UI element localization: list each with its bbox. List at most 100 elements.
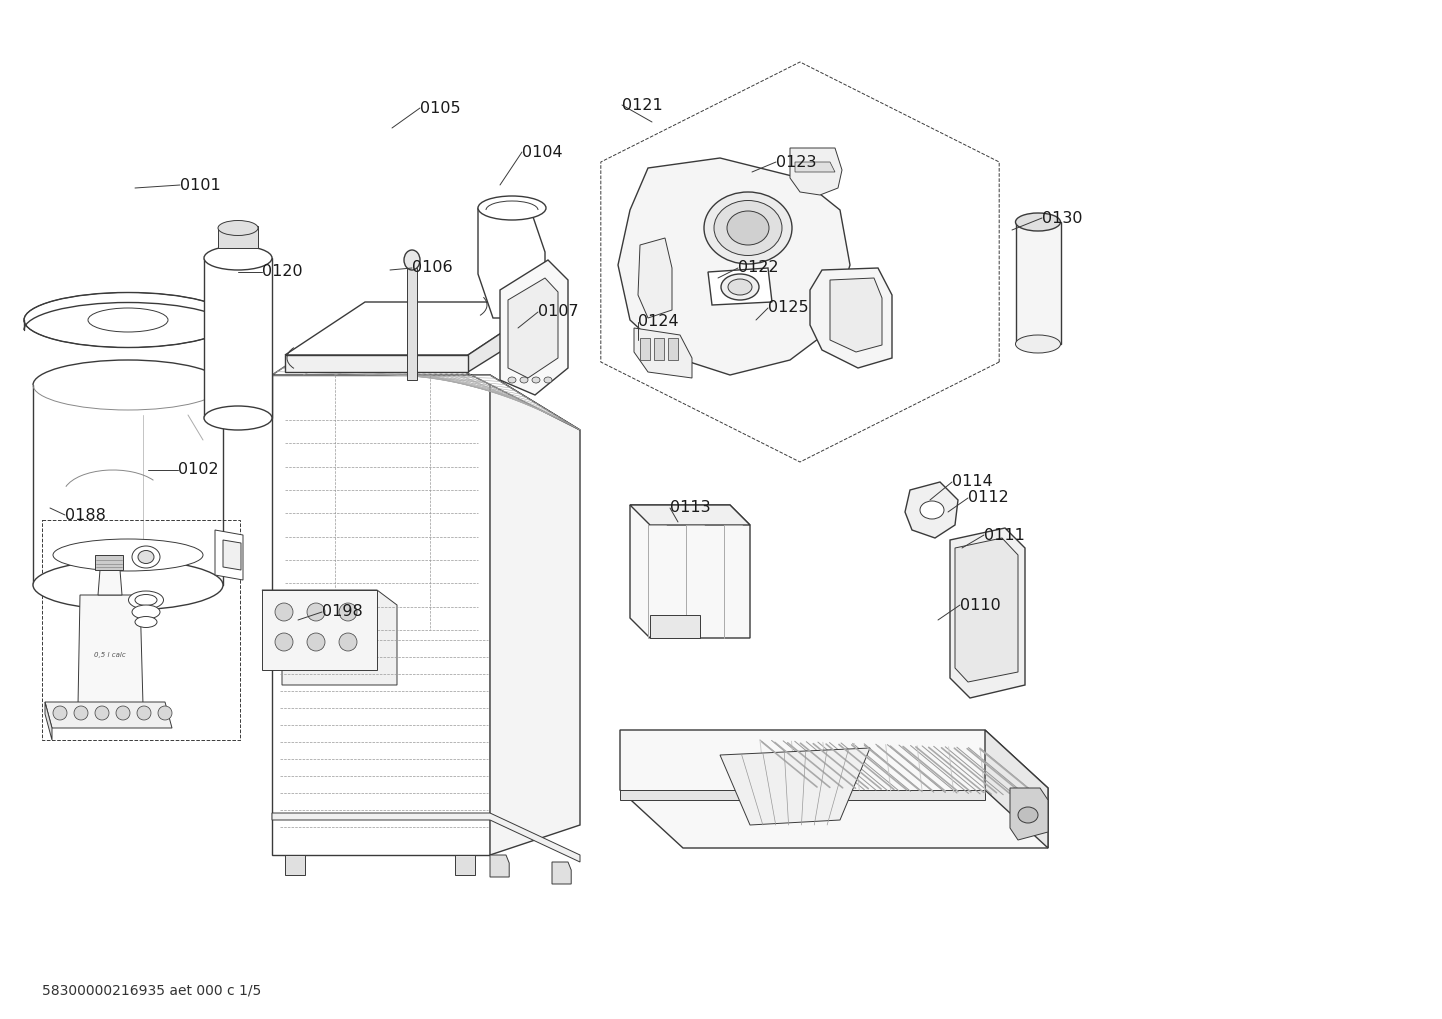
Polygon shape xyxy=(203,258,273,418)
Text: 0106: 0106 xyxy=(412,261,453,275)
Text: 0121: 0121 xyxy=(622,98,663,112)
Polygon shape xyxy=(668,338,678,360)
Polygon shape xyxy=(98,570,123,595)
Text: 0198: 0198 xyxy=(322,604,363,620)
Polygon shape xyxy=(407,268,417,380)
Text: 0101: 0101 xyxy=(180,177,221,193)
Polygon shape xyxy=(810,268,893,368)
Ellipse shape xyxy=(95,706,110,720)
Text: 0125: 0125 xyxy=(769,301,809,316)
Ellipse shape xyxy=(53,706,66,720)
Ellipse shape xyxy=(159,706,172,720)
Polygon shape xyxy=(273,318,580,430)
Ellipse shape xyxy=(728,279,751,294)
Polygon shape xyxy=(456,855,474,875)
Polygon shape xyxy=(630,505,750,638)
Ellipse shape xyxy=(133,605,160,619)
Text: 0110: 0110 xyxy=(960,597,1001,612)
Ellipse shape xyxy=(532,377,539,383)
Ellipse shape xyxy=(136,594,157,605)
Polygon shape xyxy=(640,338,650,360)
Ellipse shape xyxy=(477,196,547,220)
Polygon shape xyxy=(45,702,172,728)
Text: 0120: 0120 xyxy=(262,265,303,279)
Text: 0,5 l calc: 0,5 l calc xyxy=(94,652,125,658)
Text: 0112: 0112 xyxy=(968,490,1009,505)
Ellipse shape xyxy=(1018,807,1038,823)
Ellipse shape xyxy=(98,311,159,329)
Polygon shape xyxy=(950,528,1025,698)
Ellipse shape xyxy=(714,201,782,256)
Ellipse shape xyxy=(521,377,528,383)
Polygon shape xyxy=(985,730,1048,848)
Ellipse shape xyxy=(1015,335,1060,353)
Ellipse shape xyxy=(275,633,293,651)
Polygon shape xyxy=(224,540,241,570)
Ellipse shape xyxy=(133,546,160,568)
Polygon shape xyxy=(469,302,548,372)
Polygon shape xyxy=(620,790,985,800)
Ellipse shape xyxy=(544,377,552,383)
Text: 0111: 0111 xyxy=(983,528,1025,542)
Text: 0114: 0114 xyxy=(952,475,992,489)
Text: 0124: 0124 xyxy=(637,315,679,329)
Ellipse shape xyxy=(307,633,324,651)
Ellipse shape xyxy=(704,192,792,264)
Ellipse shape xyxy=(115,706,130,720)
Polygon shape xyxy=(655,338,663,360)
Ellipse shape xyxy=(727,211,769,245)
Text: 0102: 0102 xyxy=(177,463,219,478)
Polygon shape xyxy=(955,538,1018,682)
Ellipse shape xyxy=(136,616,157,628)
Ellipse shape xyxy=(53,539,203,571)
Ellipse shape xyxy=(33,560,224,610)
Ellipse shape xyxy=(275,603,293,621)
Ellipse shape xyxy=(508,377,516,383)
Polygon shape xyxy=(1009,788,1048,840)
Ellipse shape xyxy=(920,501,945,519)
Polygon shape xyxy=(262,590,376,671)
Polygon shape xyxy=(620,730,1048,848)
Polygon shape xyxy=(45,702,52,740)
Ellipse shape xyxy=(339,633,358,651)
Polygon shape xyxy=(637,238,672,318)
Text: 0188: 0188 xyxy=(65,507,105,523)
Ellipse shape xyxy=(203,406,273,430)
Ellipse shape xyxy=(307,603,324,621)
Text: 0113: 0113 xyxy=(671,500,711,516)
Ellipse shape xyxy=(74,706,88,720)
Polygon shape xyxy=(906,482,957,538)
Text: 58300000216935 aet 000 c 1/5: 58300000216935 aet 000 c 1/5 xyxy=(42,983,261,997)
Text: 0130: 0130 xyxy=(1043,211,1083,225)
Text: 0105: 0105 xyxy=(420,101,460,115)
Ellipse shape xyxy=(721,274,758,300)
Ellipse shape xyxy=(138,550,154,564)
Ellipse shape xyxy=(1015,213,1060,231)
Polygon shape xyxy=(286,355,469,372)
Text: 0122: 0122 xyxy=(738,261,779,275)
Polygon shape xyxy=(552,862,571,884)
Polygon shape xyxy=(708,268,771,305)
Polygon shape xyxy=(477,208,545,318)
Polygon shape xyxy=(218,226,258,248)
Polygon shape xyxy=(95,555,123,570)
Polygon shape xyxy=(490,375,580,855)
Ellipse shape xyxy=(25,292,232,347)
Polygon shape xyxy=(273,375,490,855)
Ellipse shape xyxy=(203,246,273,270)
Polygon shape xyxy=(500,260,568,395)
Polygon shape xyxy=(634,328,692,378)
Polygon shape xyxy=(262,590,397,685)
Polygon shape xyxy=(790,148,842,195)
Polygon shape xyxy=(490,855,509,877)
Polygon shape xyxy=(273,813,580,862)
Polygon shape xyxy=(795,162,835,172)
Polygon shape xyxy=(78,595,143,705)
Polygon shape xyxy=(1015,222,1060,344)
Text: 0123: 0123 xyxy=(776,155,816,169)
Polygon shape xyxy=(215,530,244,580)
Polygon shape xyxy=(508,278,558,378)
Ellipse shape xyxy=(88,308,169,332)
Polygon shape xyxy=(650,615,699,638)
Ellipse shape xyxy=(128,591,163,609)
